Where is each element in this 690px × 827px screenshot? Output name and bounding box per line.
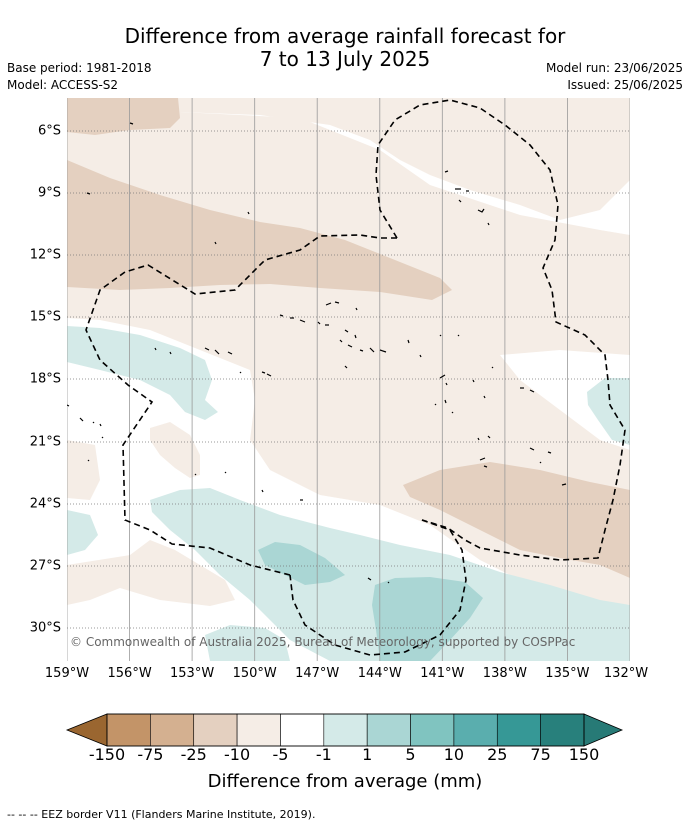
colorbar-tick-label: -25 <box>180 745 207 764</box>
colorbar-cell <box>150 713 195 747</box>
lat-label: 18°S <box>29 371 61 387</box>
colorbar-tick-label: 75 <box>530 745 551 764</box>
light-dry-region-sw <box>67 540 235 606</box>
colorbar-tick-label: -75 <box>137 745 164 764</box>
colorbar <box>65 713 624 747</box>
issued-text: Issued: 25/06/2025 <box>567 78 683 92</box>
lat-label: 21°S <box>29 434 61 450</box>
wet-region-sw-edge <box>67 510 98 555</box>
lat-label: 9°S <box>37 185 61 201</box>
colorbar-cells <box>106 713 585 747</box>
lon-label: 156°W <box>107 666 152 681</box>
colorbar-tick-label: 25 <box>487 745 508 764</box>
copyright-credit: © Commonwealth of Australia 2025, Bureau… <box>70 635 575 649</box>
colorbar-title: Difference from average (mm) <box>207 771 483 792</box>
lat-label: 6°S <box>37 123 61 139</box>
colorbar-cell <box>496 713 541 747</box>
colorbar-cell <box>323 713 368 747</box>
colorbar-cell <box>410 713 455 747</box>
dry-region-northwest <box>67 98 180 135</box>
wet-region-west <box>67 326 218 420</box>
colorbar-tick-label: -10 <box>224 745 251 764</box>
lat-label: 12°S <box>29 247 61 263</box>
eez-border-legend: -- -- -- EEZ border V11 (Flanders Marine… <box>7 808 316 821</box>
wet-region-south <box>150 488 630 661</box>
wet-region-southwest <box>205 625 290 661</box>
light-dry-region-north <box>67 98 630 220</box>
lon-label: 153°W <box>170 666 215 681</box>
colorbar-cell <box>366 713 411 747</box>
colorbar-cell <box>280 713 325 747</box>
dry-region-band <box>67 160 452 300</box>
lat-label: 27°S <box>29 558 61 574</box>
base-period-text: Base period: 1981-2018 <box>7 61 152 75</box>
model-text: Model: ACCESS-S2 <box>7 78 119 92</box>
colorbar-tick-label: 10 <box>443 745 465 764</box>
lon-label: 150°W <box>232 666 277 681</box>
map-title-line2: 7 to 13 July 2025 <box>259 47 431 71</box>
eez-border-cook-islands <box>85 234 397 576</box>
model-run-text: Model run: 23/06/2025 <box>545 61 683 75</box>
lon-label: 159°W <box>44 666 90 681</box>
island-outlines <box>67 122 567 584</box>
eez-border-french-polynesia <box>375 99 626 561</box>
colorbar-cell <box>236 713 281 747</box>
eez-borders <box>85 99 626 656</box>
colorbar-high-extension <box>583 713 624 747</box>
meridian-lines <box>67 98 630 661</box>
dry-region-southeast <box>403 462 630 578</box>
lon-label: 144°W <box>357 666 402 681</box>
wetter-region-2 <box>372 577 483 661</box>
map-title-line1: Difference from average rainfall forecas… <box>124 24 566 48</box>
colorbar-tick-label: -1 <box>315 745 332 764</box>
colorbar-tick-label: 150 <box>568 745 600 764</box>
colorbar-cell <box>540 713 585 747</box>
colorbar-tick-label: 1 <box>362 745 373 764</box>
wet-region-east <box>587 378 630 445</box>
light-dry-region-west <box>67 440 100 500</box>
light-dry-region-island <box>150 422 200 478</box>
colorbar-tick-label: -150 <box>88 745 126 764</box>
lon-label: 147°W <box>295 666 340 681</box>
lon-label: 141°W <box>420 666 465 681</box>
lon-label: 135°W <box>545 666 590 681</box>
lat-label: 15°S <box>29 309 61 325</box>
colorbar-cell <box>193 713 238 747</box>
colorbar-tick-label: -5 <box>272 745 289 764</box>
colorbar-low-extension <box>65 713 108 747</box>
lon-label: 132°W <box>603 666 649 681</box>
parallel-lines <box>67 130 630 629</box>
eez-border-southern <box>289 519 467 656</box>
lat-label: 30°S <box>29 620 61 636</box>
lat-label: 24°S <box>29 496 61 512</box>
lon-label: 138°W <box>482 666 527 681</box>
colorbar-cell <box>106 713 151 747</box>
colorbar-cell <box>453 713 498 747</box>
colorbar-tick-label: 5 <box>405 745 416 764</box>
wetter-region-1 <box>258 542 345 585</box>
